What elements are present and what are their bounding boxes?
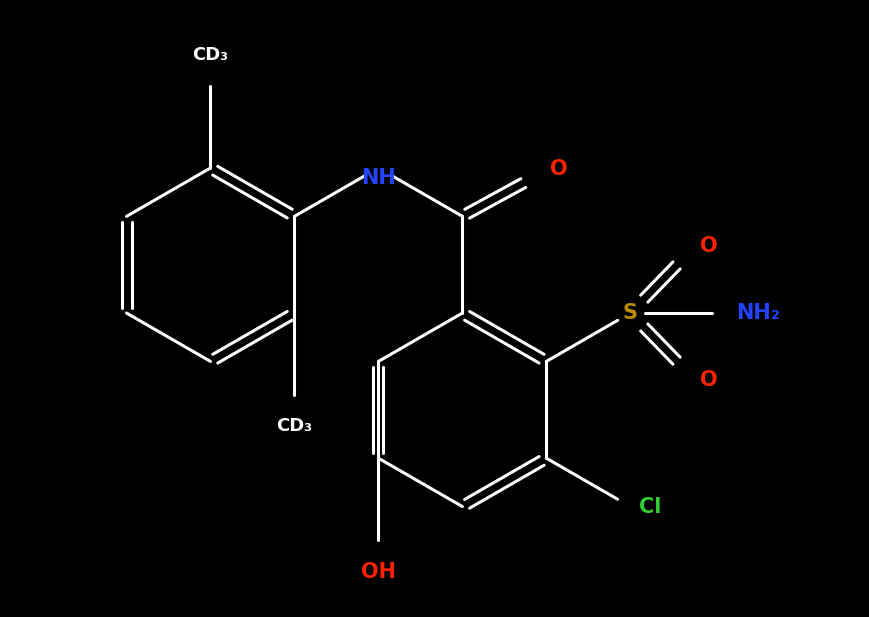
Text: OH: OH	[361, 562, 395, 582]
Text: CD₃: CD₃	[276, 417, 312, 435]
Text: CD₃: CD₃	[192, 46, 229, 64]
Text: NH₂: NH₂	[735, 303, 779, 323]
Text: Cl: Cl	[639, 497, 661, 516]
Text: O: O	[699, 370, 716, 390]
Text: O: O	[549, 159, 567, 179]
Text: O: O	[699, 236, 716, 257]
Text: S: S	[622, 303, 637, 323]
Text: NH: NH	[361, 168, 395, 188]
